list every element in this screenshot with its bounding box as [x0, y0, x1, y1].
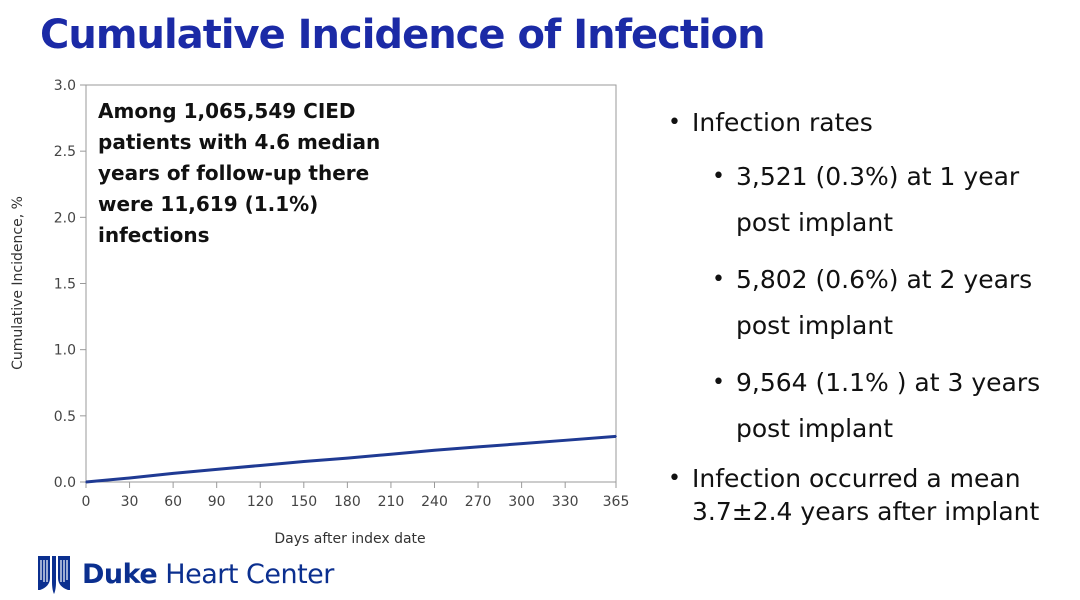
y-axis: 0.0 0.5 1.0 1.5 2.0 2.5 3.0	[54, 78, 86, 491]
bullet-dot-icon: •	[712, 267, 725, 292]
y-tick-label: 3.0	[54, 78, 76, 94]
x-tick-label: 0	[82, 494, 91, 510]
x-tick-label: 240	[421, 494, 448, 510]
sub-bullet-item: • 9,564 (1.1% ) at 3 years post implant	[664, 360, 1074, 452]
y-tick-label: 2.5	[54, 144, 76, 160]
data-point	[615, 435, 617, 438]
x-axis-label: Days after index date	[274, 531, 425, 547]
logo-text: Duke Heart Center	[82, 559, 334, 590]
logo-name-bold: Duke	[82, 558, 158, 590]
bullet-text: 3,521 (0.3%) at 1 year post implant	[736, 162, 1020, 237]
bullet-dot-icon: •	[668, 466, 681, 491]
data-point	[128, 477, 131, 479]
x-tick-label: 300	[508, 494, 535, 510]
cumulative-incidence-chart: 0.0 0.5 1.0 1.5 2.0 2.5 3.0 0 30 60 90 120 150 180 21…	[10, 78, 630, 547]
bullet-item: • Infection rates	[664, 100, 1074, 146]
x-tick-label: 150	[290, 494, 317, 510]
x-axis: 0 30 60 90 120 150 180 210 240 270 300 330 365	[82, 482, 630, 510]
x-tick-label: 365	[603, 494, 630, 510]
data-point	[346, 457, 349, 459]
data-point	[303, 460, 305, 463]
data-point	[520, 442, 523, 445]
duke-heart-center-logo: Duke Heart Center	[36, 552, 334, 596]
bullet-text: 5,802 (0.6%) at 2 years post implant	[736, 265, 1033, 340]
x-tick-label: 330	[552, 494, 579, 510]
x-tick-label: 30	[121, 494, 139, 510]
x-tick-label: 90	[208, 494, 226, 510]
bullet-list: • Infection rates • 3,521 (0.3%) at 1 year …	[664, 100, 1074, 528]
plot-frame	[85, 84, 617, 483]
data-point	[85, 481, 87, 483]
bullet-item: • Infection occurred a mean 3.7±2.4 years…	[664, 456, 1074, 528]
y-tick-label: 0.5	[54, 409, 76, 425]
data-point	[564, 439, 566, 442]
bullet-text: Infection rates	[692, 108, 873, 137]
data-point	[215, 468, 218, 471]
x-tick-label: 210	[378, 494, 405, 510]
x-tick-label: 120	[247, 494, 274, 510]
bullet-dot-icon: •	[668, 110, 681, 135]
y-tick-label: 2.0	[54, 210, 76, 226]
data-point	[259, 464, 262, 467]
y-tick-label: 1.0	[54, 343, 76, 359]
series-layer	[85, 434, 617, 484]
y-axis-label: Cumulative Incidence, %	[10, 196, 26, 370]
y-tick-label: 1.5	[54, 277, 76, 293]
page-title: Cumulative Incidence of Infection	[40, 12, 766, 58]
bullet-dot-icon: •	[712, 370, 725, 395]
x-tick-label: 60	[164, 494, 182, 510]
bullet-dot-icon: •	[712, 164, 725, 189]
bullet-text: 9,564 (1.1% ) at 3 years post implant	[736, 368, 1041, 443]
duke-shield-icon	[38, 556, 70, 594]
chart-annotation: Among 1,065,549 CIED patients with 4.6 m…	[98, 99, 381, 247]
data-point	[390, 453, 392, 456]
data-point	[433, 449, 436, 452]
logo-name-rest: Heart Center	[165, 558, 334, 590]
bullet-text: Infection occurred a mean 3.7±2.4 years …	[692, 464, 1040, 526]
x-tick-label: 180	[334, 494, 361, 510]
data-point	[477, 446, 479, 448]
data-point	[172, 472, 174, 475]
sub-bullet-item: • 3,521 (0.3%) at 1 year post implant	[664, 154, 1074, 246]
sub-bullet-item: • 5,802 (0.6%) at 2 years post implant	[664, 257, 1074, 349]
y-tick-label: 0.0	[54, 475, 76, 491]
x-tick-label: 270	[465, 494, 492, 510]
